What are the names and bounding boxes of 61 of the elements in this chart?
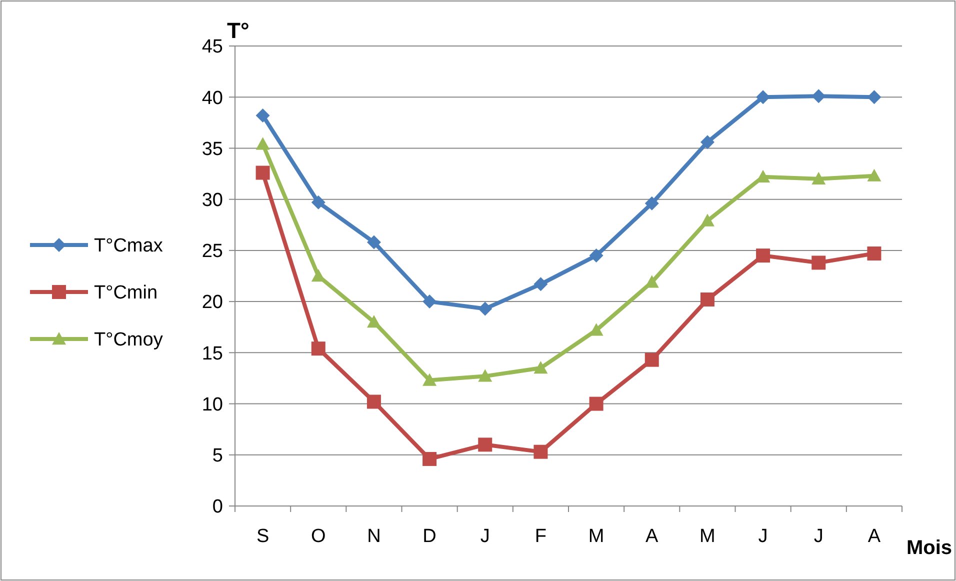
y-tick-label: 30 [202, 190, 223, 211]
point [478, 369, 492, 382]
x-tick-label: A [868, 526, 881, 547]
legend-label: T°Cmax [94, 236, 164, 257]
legend-label: T°Cmin [94, 282, 158, 304]
x-tick-label: N [367, 526, 381, 547]
point [534, 361, 548, 374]
point [422, 373, 437, 386]
x-tick-label: S [256, 526, 270, 547]
y-tick-label: 40 [202, 88, 223, 109]
point [644, 352, 659, 367]
y-tick-label: 45 [202, 36, 223, 58]
point [256, 166, 270, 180]
x-tick-label: J [758, 526, 768, 547]
y-tick-label: 10 [202, 394, 223, 416]
point [478, 438, 492, 452]
point [700, 214, 714, 226]
point [700, 292, 714, 307]
x-tick-label: J [480, 526, 490, 547]
y-tick-label: 5 [212, 446, 223, 467]
point [534, 444, 548, 459]
point [366, 394, 381, 409]
point [256, 108, 270, 123]
point [311, 342, 326, 356]
point [756, 90, 770, 104]
point [478, 302, 492, 316]
x-tick-label: O [310, 526, 326, 547]
point [644, 196, 659, 210]
point [812, 89, 826, 104]
point [422, 452, 437, 466]
point [867, 168, 882, 182]
point [700, 135, 714, 150]
point [756, 248, 770, 263]
x-tick-label: M [588, 526, 604, 547]
x-axis-title: Mois [906, 537, 952, 559]
x-tick-label: A [646, 526, 659, 547]
point [589, 396, 604, 411]
point [311, 269, 326, 282]
point [311, 195, 326, 210]
point [867, 90, 882, 104]
y-axis-title: T° [227, 18, 250, 43]
point [422, 294, 437, 309]
point [867, 246, 882, 261]
point [756, 170, 770, 182]
y-tick-label: 0 [212, 496, 223, 518]
legend-label: T°Cmoy [94, 330, 164, 351]
point [812, 172, 826, 184]
point [366, 235, 381, 250]
point [534, 277, 548, 292]
y-tick-label: 35 [202, 138, 223, 160]
point [256, 137, 270, 150]
x-tick-label: D [422, 526, 436, 547]
y-tick-label: 25 [202, 241, 223, 262]
x-tick-label: J [814, 526, 824, 547]
point [812, 256, 826, 270]
y-tick-label: 20 [202, 292, 223, 314]
point [366, 315, 381, 328]
y-tick-label: 15 [202, 343, 223, 364]
point [589, 248, 604, 263]
x-tick-label: F [534, 526, 547, 547]
x-tick-label: M [700, 526, 716, 547]
